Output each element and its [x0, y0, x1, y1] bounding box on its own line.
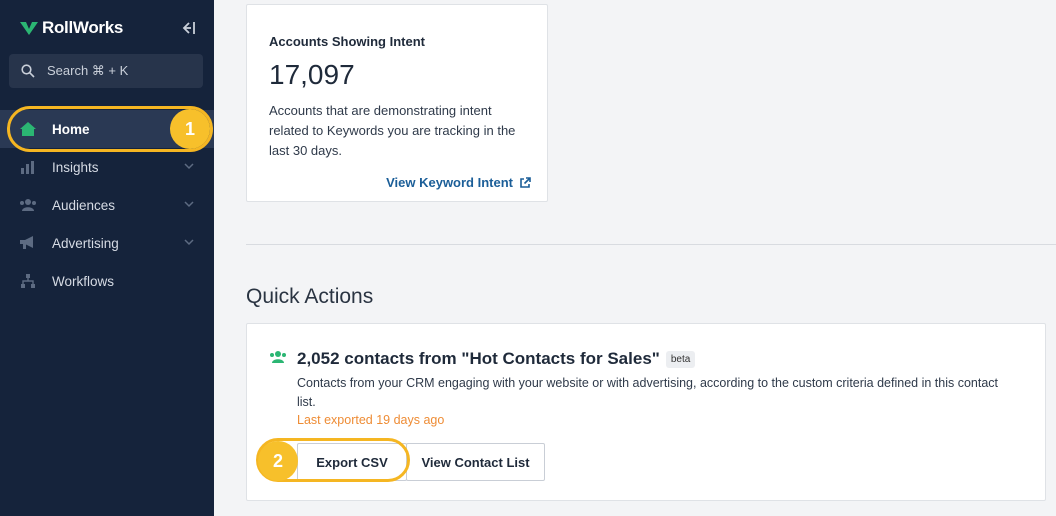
external-link-icon: [520, 176, 531, 188]
sidebar-item-workflows[interactable]: Workflows: [0, 262, 214, 300]
section-divider: [246, 244, 1056, 245]
chevron-down-icon[interactable]: [184, 199, 194, 209]
intent-card: Accounts Showing Intent 17,097 Accounts …: [246, 4, 548, 202]
sidebar-item-label: Advertising: [52, 235, 119, 251]
callout-badge-1: 1: [170, 109, 210, 149]
callout-badge-2: 2: [258, 441, 298, 481]
intent-card-description: Accounts that are demonstrating intent r…: [269, 103, 516, 158]
chart-icon: [18, 157, 38, 177]
view-keyword-intent-link[interactable]: View Keyword Intent: [386, 175, 531, 190]
intent-card-label: Accounts Showing Intent: [269, 34, 425, 49]
view-contact-list-button[interactable]: View Contact List: [406, 443, 545, 481]
quick-actions-title: Quick Actions: [246, 285, 374, 308]
search-icon: [21, 64, 35, 78]
sidebar-item-label: Workflows: [52, 273, 115, 289]
quick-action-description: Contacts from your CRM engaging with you…: [297, 376, 999, 409]
brand-name: RollWorks: [42, 18, 124, 37]
export-csv-button[interactable]: Export CSV: [297, 443, 407, 481]
search-placeholder: Search ⌘ + K: [47, 63, 129, 78]
sidebar-item-label: Insights: [52, 159, 99, 175]
quick-action-title: 2,052 contacts from "Hot Contacts for Sa…: [297, 349, 696, 369]
sidebar-item-audiences[interactable]: Audiences: [0, 186, 214, 224]
megaphone-icon: [18, 233, 38, 253]
quick-action-title-text: 2,052 contacts from "Hot Contacts for Sa…: [297, 349, 660, 368]
last-exported-text: Last exported 19 days ago: [297, 413, 445, 427]
search-box[interactable]: Search ⌘ + K: [9, 54, 203, 88]
rollworks-logo-icon: [20, 22, 38, 35]
brand-logo[interactable]: RollWorks: [20, 18, 123, 38]
contacts-icon: [270, 351, 286, 363]
people-icon: [18, 195, 38, 215]
chevron-down-icon[interactable]: [184, 161, 194, 171]
quick-action-card: 2,052 contacts from "Hot Contacts for Sa…: [246, 323, 1046, 501]
sidebar-item-label: Audiences: [52, 197, 116, 213]
home-icon: [18, 119, 38, 139]
collapse-sidebar-icon[interactable]: [180, 20, 196, 36]
link-label: View Keyword Intent: [386, 175, 513, 190]
sidebar: RollWorks Search ⌘ + K Home Insights: [0, 0, 214, 516]
intent-card-value: 17,097: [269, 59, 355, 90]
beta-badge: beta: [665, 350, 696, 368]
chevron-down-icon[interactable]: [184, 237, 194, 247]
sidebar-item-insights[interactable]: Insights: [0, 148, 214, 186]
workflow-icon: [18, 271, 38, 291]
sidebar-item-label: Home: [52, 121, 90, 137]
sidebar-item-advertising[interactable]: Advertising: [0, 224, 214, 262]
